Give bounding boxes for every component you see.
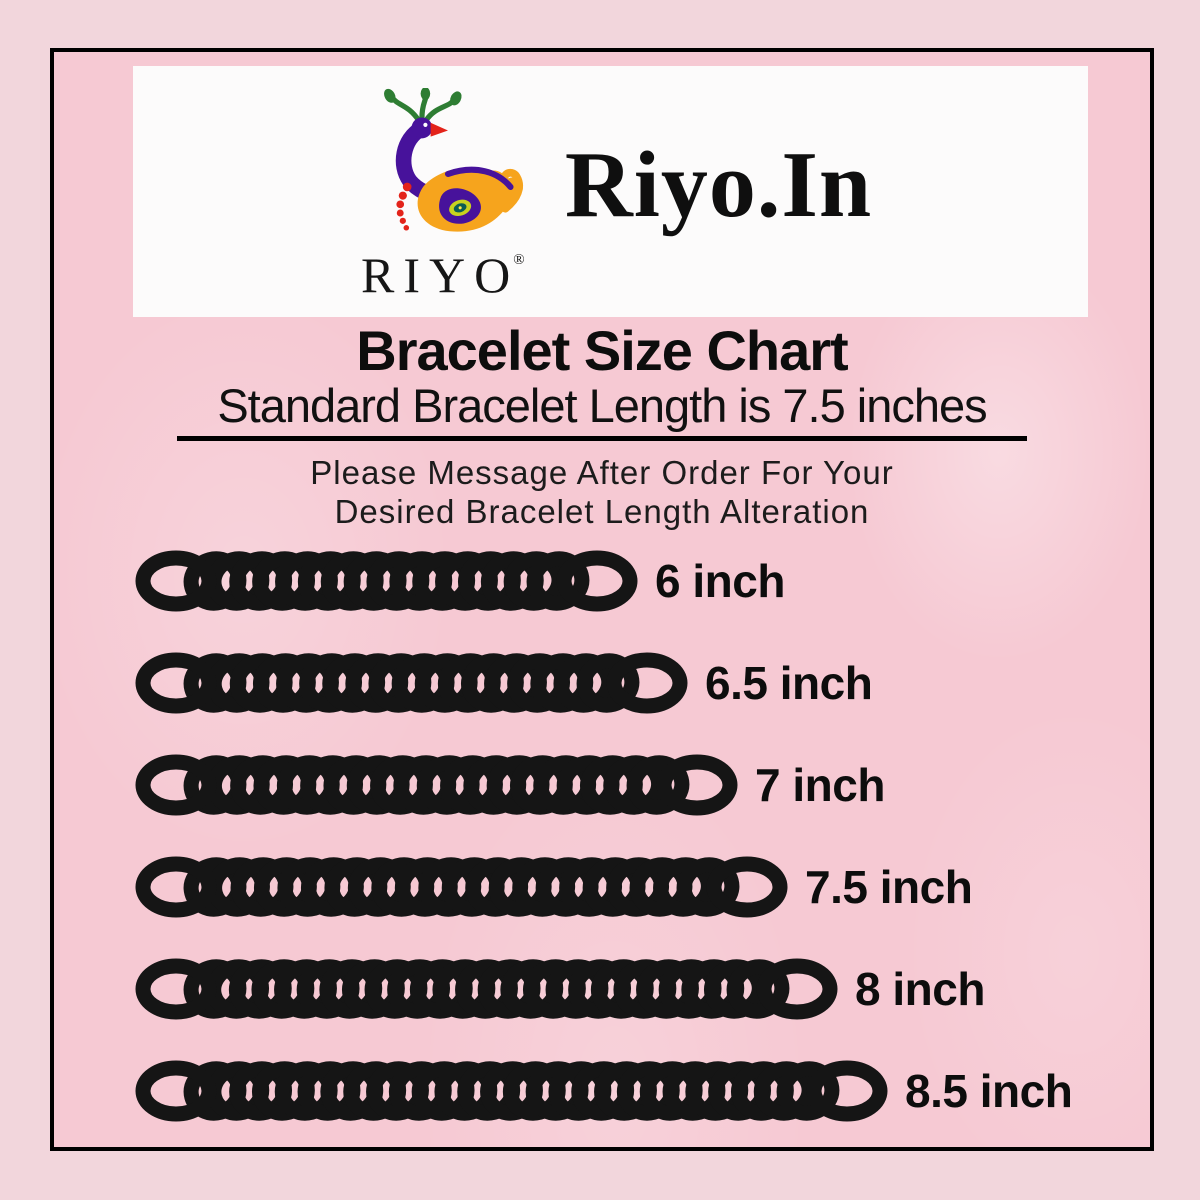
bracelet-size-label: 8 inch <box>855 963 985 1015</box>
bracelet-size-row: 8 inch <box>135 938 1072 1040</box>
chain-link-bar-icon <box>135 1060 888 1122</box>
note-line-1: Please Message After Order For Your <box>310 454 894 491</box>
heading-block: Bracelet Size Chart Standard Bracelet Le… <box>54 322 1150 531</box>
title-underline <box>177 436 1027 441</box>
bracelet-size-label: 7 inch <box>755 759 885 811</box>
note-line-2: Desired Bracelet Length Alteration <box>334 493 870 530</box>
bracelet-size-label: 6.5 inch <box>705 657 873 709</box>
chain-link-bar-icon <box>135 754 738 816</box>
chain-link-bar-icon <box>135 550 638 612</box>
bracelet-size-row: 6.5 inch <box>135 632 1072 734</box>
chain-link-bar-icon <box>135 856 788 918</box>
brand-logo: RIYO® <box>349 88 527 300</box>
bracelet-size-row: 7 inch <box>135 734 1072 836</box>
bracelet-size-label: 8.5 inch <box>905 1065 1073 1117</box>
registered-mark: ® <box>513 252 525 268</box>
chain-link-bar-icon <box>135 958 838 1020</box>
page-title: Bracelet Size Chart <box>356 319 848 382</box>
riyo-wordmark-text: RIYO <box>361 247 520 303</box>
bracelet-size-row: 6 inch <box>135 530 1072 632</box>
riyo-wordmark: RIYO® <box>361 236 525 300</box>
bracelet-size-row: 7.5 inch <box>135 836 1072 938</box>
size-chart-rows: 6 inch 6.5 inch 7 inch 7.5 inch 8 inch 8.5 in… <box>135 530 1073 1142</box>
bracelet-size-row: 8.5 inch <box>135 1040 1073 1142</box>
page-subtitle: Standard Bracelet Length is 7.5 inches <box>217 379 987 432</box>
brand-banner: RIYO® Riyo.In <box>133 66 1088 317</box>
chart-frame: RIYO® Riyo.In Bracelet Size Chart Standa… <box>50 48 1154 1151</box>
peacock-logo-icon <box>383 88 523 232</box>
chain-link-bar-icon <box>135 652 688 714</box>
bracelet-size-label: 7.5 inch <box>805 861 973 913</box>
site-name: Riyo.In <box>564 132 873 237</box>
bracelet-size-label: 6 inch <box>655 555 785 607</box>
